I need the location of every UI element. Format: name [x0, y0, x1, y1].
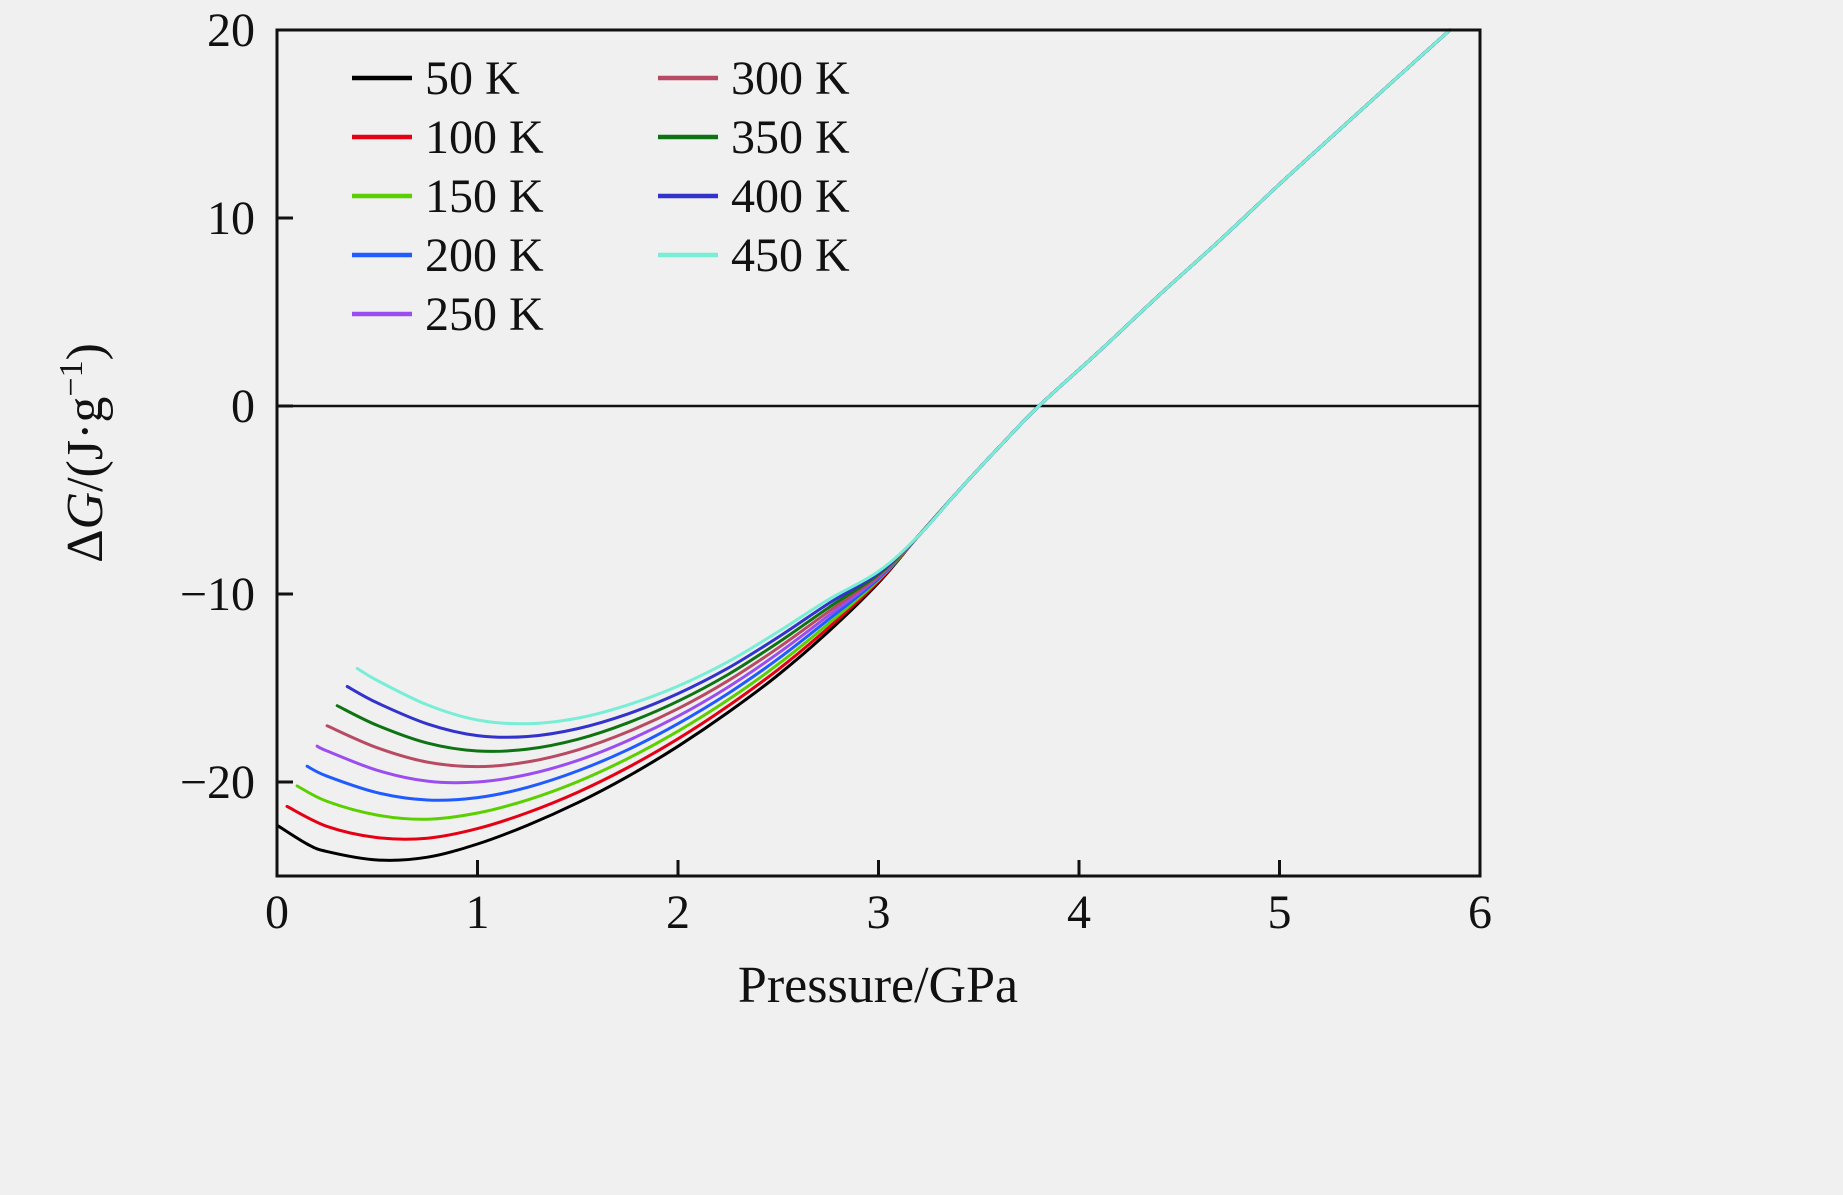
legend-item: 100 K: [352, 111, 544, 164]
legend-label-50K: 50 K: [425, 52, 520, 105]
y-title-superscript: −1: [53, 360, 90, 396]
y-tick-label: −20: [180, 756, 255, 809]
y-tick-label: 0: [231, 380, 255, 433]
legend-label-450K: 450 K: [731, 229, 850, 282]
legend-item: 400 K: [658, 170, 850, 223]
x-axis-title: Pressure/GPa: [738, 957, 1018, 1014]
legend-item: 300 K: [658, 52, 850, 105]
y-tick-label: 20: [207, 4, 255, 57]
x-tick-label: 4: [1067, 886, 1091, 939]
y-axis-ticks: 20 10 0 −10 −20: [180, 4, 293, 809]
y-axis-title: ΔG/(J·g−1): [53, 343, 114, 563]
legend-item: 150 K: [352, 170, 544, 223]
y-title-close-paren: ): [57, 343, 114, 360]
legend-item: 350 K: [658, 111, 850, 164]
x-tick-label: 5: [1268, 886, 1292, 939]
legend-label-100K: 100 K: [425, 111, 544, 164]
legend-item: 250 K: [352, 288, 544, 341]
legend-item: 200 K: [352, 229, 544, 282]
legend-label-150K: 150 K: [425, 170, 544, 223]
legend-label-200K: 200 K: [425, 229, 544, 282]
series-lines: [277, 28, 1452, 862]
legend-label-250K: 250 K: [425, 288, 544, 341]
y-title-delta: Δ: [57, 529, 114, 562]
y-title-units: /(J·g: [57, 397, 114, 492]
legend-item: 50 K: [352, 52, 520, 105]
x-tick-label: 3: [867, 886, 891, 939]
legend-label-350K: 350 K: [731, 111, 850, 164]
y-title-variable: G: [57, 492, 114, 530]
x-tick-label: 2: [666, 886, 690, 939]
legend-label-400K: 400 K: [731, 170, 850, 223]
y-tick-label: −10: [180, 568, 255, 621]
series-line-450K: [355, 28, 1452, 726]
y-tick-label: 10: [207, 192, 255, 245]
x-tick-label: 0: [265, 886, 289, 939]
x-tick-label: 1: [466, 886, 490, 939]
legend: 50 K 100 K 150 K 200 K 250 K 300 K 350 K 400 K 4…: [352, 52, 850, 341]
x-axis-ticks: 0 1 2 3 4 5 6: [265, 860, 1492, 939]
x-tick-label: 6: [1468, 886, 1492, 939]
legend-item: 450 K: [658, 229, 850, 282]
legend-label-300K: 300 K: [731, 52, 850, 105]
